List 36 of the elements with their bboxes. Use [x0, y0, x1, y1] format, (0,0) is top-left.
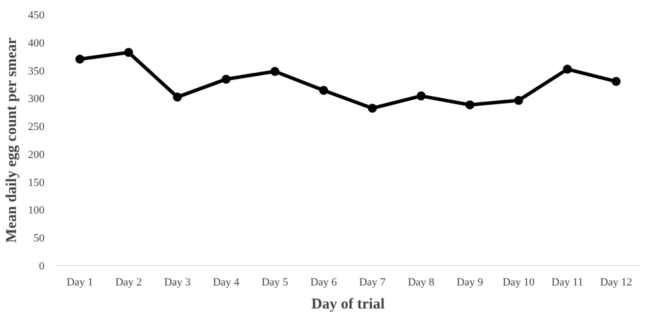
x-tick-label: Day 6: [310, 276, 338, 288]
x-tick-label: Day 5: [262, 276, 289, 288]
x-tick-label: Day 8: [408, 276, 435, 288]
x-tick-label: Day 4: [212, 276, 240, 288]
x-tick-label: Day 1: [66, 276, 94, 288]
x-tick-label: Day 10: [502, 276, 536, 288]
point: [75, 54, 84, 64]
point: [270, 66, 280, 76]
y-tick-label: 50: [34, 232, 45, 245]
point: [465, 100, 474, 110]
point: [416, 91, 426, 100]
y-tick-label: 350: [28, 65, 45, 78]
x-tick-label: Day 11: [552, 276, 584, 288]
x-tick-label: Day 12: [600, 276, 632, 288]
point: [562, 64, 572, 74]
point: [222, 74, 231, 84]
x-tick-label: Day 7: [359, 276, 386, 288]
x-tick-label: Day 2: [115, 276, 142, 288]
point: [368, 104, 377, 113]
y-tick-label: 400: [28, 37, 45, 50]
point: [124, 48, 134, 57]
y-tick-label: 450: [28, 10, 45, 22]
y-tick-label: 150: [28, 176, 45, 189]
point: [172, 92, 182, 102]
point: [319, 86, 328, 95]
point: [514, 96, 524, 105]
x-tick-label: Day 9: [456, 276, 484, 288]
y-tick-label: 300: [28, 93, 45, 106]
x-axis-title: Day of trial: [311, 296, 385, 312]
y-tick-label: 250: [28, 121, 45, 134]
y-axis-title: Mean daily egg count per smear: [4, 37, 20, 243]
y-tick-label: 200: [28, 148, 45, 161]
x-tick-label: Day 3: [164, 276, 192, 288]
y-tick-label: 100: [28, 204, 45, 217]
y-tick-label: 0: [39, 260, 45, 272]
point: [612, 76, 621, 86]
